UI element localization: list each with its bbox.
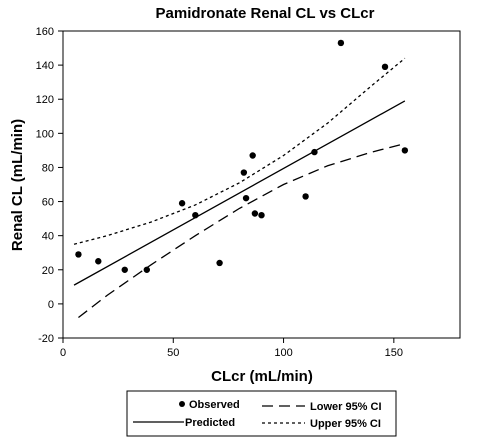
predicted-line bbox=[73, 100, 406, 286]
lower-95-ci-line bbox=[78, 142, 406, 319]
observed-point bbox=[401, 147, 409, 154]
observed-point bbox=[143, 266, 151, 273]
x-tick-label: 100 bbox=[274, 347, 292, 359]
observed-point bbox=[302, 193, 309, 200]
observed-point bbox=[251, 210, 259, 217]
y-tick-label: 40 bbox=[42, 231, 54, 243]
observed-point bbox=[121, 266, 128, 273]
legend-observed-marker bbox=[179, 401, 185, 407]
observed-point bbox=[311, 148, 318, 156]
y-tick-label: -20 bbox=[38, 333, 54, 345]
x-tick-label: 150 bbox=[385, 347, 403, 359]
legend-upper-label: Upper 95% CI bbox=[310, 418, 381, 430]
legend-predicted-label: Predicted bbox=[185, 417, 235, 429]
legend-lower-label: Lower 95% CI bbox=[310, 401, 382, 413]
axis-ticks: 0 50 100 150 -20 0 20 40 60 80 100 120 140 160 bbox=[36, 26, 403, 359]
observed-points bbox=[75, 39, 409, 273]
observed-point bbox=[240, 169, 248, 176]
y-tick-label: 160 bbox=[36, 26, 54, 38]
observed-point bbox=[258, 212, 265, 219]
observed-point bbox=[178, 200, 186, 207]
observed-point bbox=[95, 258, 102, 265]
observed-point bbox=[337, 39, 345, 47]
legend: Observed Predicted Lower 95% CI Upper 95… bbox=[126, 390, 397, 437]
y-tick-label: 20 bbox=[42, 265, 54, 277]
y-tick-label: 120 bbox=[36, 94, 54, 106]
x-tick-label: 0 bbox=[60, 347, 66, 359]
x-tick-label: 50 bbox=[167, 347, 179, 359]
y-tick-label: 60 bbox=[42, 197, 54, 209]
y-tick-label: 80 bbox=[42, 162, 54, 174]
x-axis-label: CLcr (mL/min) bbox=[211, 368, 313, 385]
y-axis-label: Renal CL (mL/min) bbox=[9, 119, 26, 251]
y-tick-label: 0 bbox=[48, 299, 54, 311]
observed-point bbox=[249, 152, 256, 159]
chart-title: Pamidronate Renal CL vs CLcr bbox=[156, 5, 375, 22]
plot-frame bbox=[62, 30, 461, 339]
observed-point bbox=[192, 212, 199, 219]
legend-box bbox=[126, 390, 397, 437]
y-tick-label: 140 bbox=[36, 60, 54, 72]
ci-lines bbox=[73, 57, 406, 319]
observed-point bbox=[75, 251, 82, 258]
y-tick-label: 100 bbox=[36, 128, 54, 140]
observed-point bbox=[216, 259, 223, 267]
observed-point bbox=[242, 194, 250, 202]
legend-observed-label: Observed bbox=[189, 399, 240, 411]
upper-95-ci-line bbox=[73, 57, 406, 245]
observed-point bbox=[381, 63, 389, 71]
